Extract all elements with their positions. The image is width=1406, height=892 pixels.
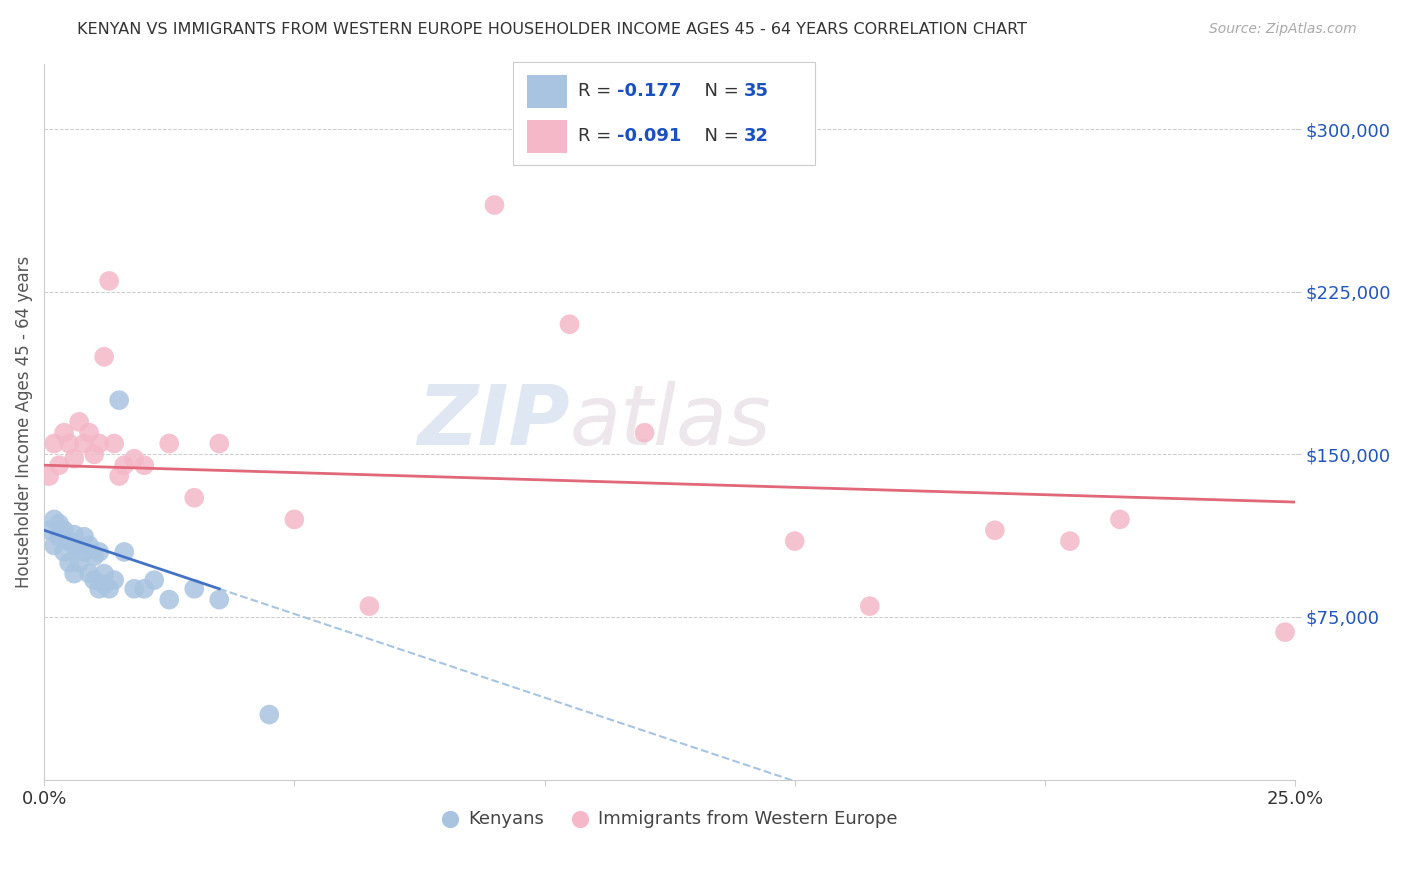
- Text: ZIP: ZIP: [418, 382, 569, 462]
- Point: [93, 350, 115, 364]
- Point: [484, 198, 506, 212]
- Point: [48, 516, 70, 531]
- Text: 32: 32: [744, 128, 769, 145]
- Point: [53, 425, 76, 440]
- Point: [157, 436, 180, 450]
- Point: [633, 425, 655, 440]
- Point: [67, 538, 90, 552]
- Point: [73, 436, 96, 450]
- Point: [1059, 534, 1081, 549]
- Point: [93, 577, 115, 591]
- Point: [103, 573, 125, 587]
- Point: [77, 538, 100, 552]
- Point: [122, 582, 145, 596]
- Point: [42, 538, 65, 552]
- Text: -0.091: -0.091: [617, 128, 682, 145]
- Point: [73, 545, 96, 559]
- Point: [53, 523, 76, 537]
- Point: [98, 582, 121, 596]
- Point: [122, 451, 145, 466]
- Text: 35: 35: [744, 82, 769, 100]
- Point: [48, 530, 70, 544]
- Point: [1274, 625, 1296, 640]
- Point: [283, 512, 305, 526]
- Point: [73, 530, 96, 544]
- Text: KENYAN VS IMMIGRANTS FROM WESTERN EUROPE HOUSEHOLDER INCOME AGES 45 - 64 YEARS C: KENYAN VS IMMIGRANTS FROM WESTERN EUROPE…: [77, 22, 1028, 37]
- Point: [58, 556, 80, 570]
- Point: [93, 566, 115, 581]
- Point: [112, 458, 135, 473]
- Point: [157, 592, 180, 607]
- Point: [183, 582, 205, 596]
- Point: [83, 447, 105, 461]
- Point: [134, 582, 156, 596]
- Y-axis label: Householder Income Ages 45 - 64 years: Householder Income Ages 45 - 64 years: [15, 256, 32, 588]
- Point: [208, 436, 231, 450]
- Point: [58, 436, 80, 450]
- Point: [63, 527, 86, 541]
- Text: R =: R =: [578, 128, 617, 145]
- Point: [89, 436, 111, 450]
- Text: R =: R =: [578, 82, 617, 100]
- Point: [208, 592, 231, 607]
- Point: [63, 451, 86, 466]
- Point: [183, 491, 205, 505]
- Point: [38, 523, 60, 537]
- Point: [143, 573, 166, 587]
- Point: [53, 545, 76, 559]
- Point: [67, 415, 90, 429]
- Point: [67, 556, 90, 570]
- Point: [63, 566, 86, 581]
- Point: [42, 436, 65, 450]
- Text: atlas: atlas: [569, 382, 770, 462]
- Point: [48, 458, 70, 473]
- Point: [77, 566, 100, 581]
- Point: [108, 393, 131, 408]
- Point: [38, 469, 60, 483]
- Point: [359, 599, 381, 614]
- Point: [58, 534, 80, 549]
- Point: [859, 599, 882, 614]
- Point: [98, 274, 121, 288]
- Point: [89, 545, 111, 559]
- Text: N =: N =: [693, 128, 745, 145]
- Point: [83, 573, 105, 587]
- Text: -0.177: -0.177: [617, 82, 682, 100]
- Point: [83, 549, 105, 564]
- Point: [63, 538, 86, 552]
- Point: [108, 469, 131, 483]
- Point: [134, 458, 156, 473]
- Point: [984, 523, 1007, 537]
- Point: [103, 436, 125, 450]
- Legend: Kenyans, Immigrants from Western Europe: Kenyans, Immigrants from Western Europe: [434, 803, 905, 835]
- Point: [77, 425, 100, 440]
- Text: Source: ZipAtlas.com: Source: ZipAtlas.com: [1209, 22, 1357, 37]
- Point: [558, 318, 581, 332]
- Point: [112, 545, 135, 559]
- Point: [1109, 512, 1132, 526]
- Point: [89, 582, 111, 596]
- Point: [42, 512, 65, 526]
- Text: N =: N =: [693, 82, 745, 100]
- Point: [783, 534, 806, 549]
- Point: [259, 707, 281, 722]
